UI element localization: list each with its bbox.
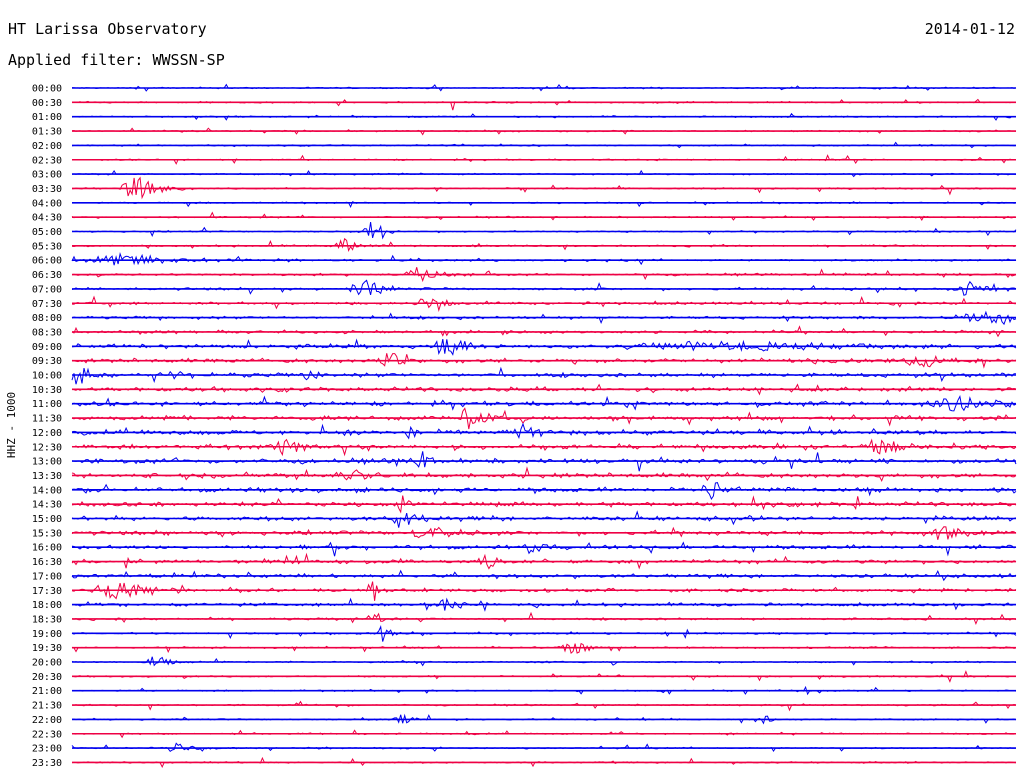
row-label: 01:00 [32, 112, 62, 123]
row-label: 11:30 [32, 414, 62, 425]
row-label: 09:00 [32, 342, 62, 353]
row-label: 13:30 [32, 471, 62, 482]
row-label: 13:00 [32, 457, 62, 468]
trace-row-1900 [71, 625, 1017, 642]
row-label: 06:30 [32, 270, 62, 281]
row-label: 22:00 [32, 715, 62, 726]
row-label: 04:30 [32, 213, 62, 224]
row-label: 19:00 [32, 629, 62, 640]
trace-row-0530 [71, 237, 1017, 252]
record-date: 2014-01-12 [924, 20, 1015, 38]
row-label: 08:30 [32, 327, 62, 338]
row-label: 16:30 [32, 557, 62, 568]
row-label: 18:30 [32, 614, 62, 625]
row-label: 00:00 [32, 84, 62, 95]
row-label: 22:30 [32, 729, 62, 740]
row-label: 14:00 [32, 485, 62, 496]
row-label: 18:00 [32, 600, 62, 611]
row-label: 11:00 [32, 399, 62, 410]
row-label: 00:30 [32, 98, 62, 109]
row-label: 07:30 [32, 299, 62, 310]
row-label: 07:00 [32, 284, 62, 295]
row-label: 15:00 [32, 514, 62, 525]
station-title: HT Larissa Observatory [8, 20, 207, 38]
applied-filter: Applied filter: WWSSN-SP [8, 51, 225, 69]
row-label: 19:30 [32, 643, 62, 654]
row-label: 23:30 [32, 758, 62, 769]
row-label-group: 00:00 00:30 01:00 01:30 02:00 02:30 03:00 03:30… [32, 84, 62, 769]
row-label: 21:30 [32, 701, 62, 712]
row-label: 10:00 [32, 371, 62, 382]
y-axis-label: HHZ - 1000 [5, 392, 18, 458]
row-label: 21:00 [32, 686, 62, 697]
trace-row-2000 [71, 656, 1017, 667]
row-label: 05:30 [32, 241, 62, 252]
row-label: 03:00 [32, 170, 62, 181]
row-label: 04:00 [32, 198, 62, 209]
row-label: 17:30 [32, 586, 62, 597]
row-label: 10:30 [32, 385, 62, 396]
row-label: 08:00 [32, 313, 62, 324]
trace-row-0030 [71, 98, 1017, 111]
row-label: 05:00 [32, 227, 62, 238]
trace-row-1730 [71, 581, 1017, 601]
trace-row-1200 [71, 422, 1017, 440]
row-label: 03:30 [32, 184, 62, 195]
row-label: 01:30 [32, 127, 62, 138]
row-label: 17:00 [32, 571, 62, 582]
row-label: 12:30 [32, 442, 62, 453]
row-label: 06:00 [32, 256, 62, 267]
row-label: 15:30 [32, 528, 62, 539]
row-label: 16:00 [32, 543, 62, 554]
trace-row-1330 [71, 466, 1017, 483]
trace-row-0700 [71, 279, 1017, 296]
trace-group [71, 83, 1017, 768]
trace-row-1400 [71, 482, 1017, 501]
row-label: 12:00 [32, 428, 62, 439]
row-label: 20:00 [32, 658, 62, 669]
row-label: 23:00 [32, 744, 62, 755]
trace-row-0500 [71, 222, 1017, 240]
row-label: 02:30 [32, 155, 62, 166]
row-label: 14:30 [32, 500, 62, 511]
trace-row-1600 [71, 541, 1017, 557]
row-label: 02:00 [32, 141, 62, 152]
row-label: 20:30 [32, 672, 62, 683]
trace-row-1000 [71, 366, 1017, 385]
row-label: 09:30 [32, 356, 62, 367]
trace-row-1500 [71, 510, 1017, 528]
